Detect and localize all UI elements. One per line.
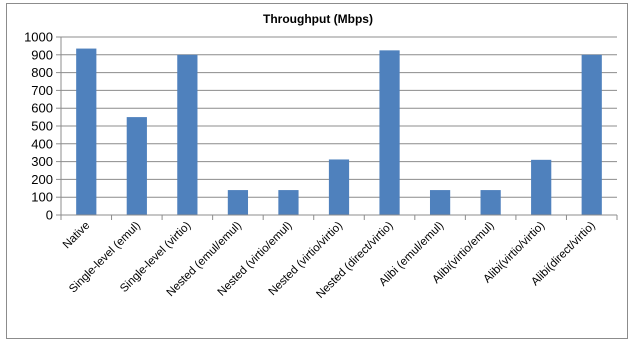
bar (379, 50, 399, 215)
y-tick-label: 100 (31, 190, 53, 205)
y-tick-label: 500 (31, 119, 53, 134)
y-tick-label: 1000 (24, 30, 53, 45)
y-tick-label: 200 (31, 172, 53, 187)
chart-frame: Throughput (Mbps) 0 100 200 300 400 500 600 700… (6, 3, 628, 339)
bar (228, 190, 248, 215)
bar (177, 55, 197, 215)
y-tick-label: 300 (31, 154, 53, 169)
bar (430, 190, 450, 215)
y-tick-labels: 0 100 200 300 400 500 600 700 800 900 1000 (24, 30, 53, 223)
y-tick-label: 900 (31, 47, 53, 62)
y-tick-label: 600 (31, 101, 53, 116)
bars (76, 49, 602, 215)
bar (329, 159, 349, 215)
bar-chart: Throughput (Mbps) 0 100 200 300 400 500 600 700… (7, 4, 629, 340)
bar (76, 49, 96, 215)
y-tick-label: 700 (31, 83, 53, 98)
y-tick-label: 0 (46, 208, 53, 223)
bar (127, 117, 147, 215)
x-tick-labels: NativeSingle-level (emul)Single-level (v… (61, 220, 598, 301)
bar (531, 160, 551, 215)
chart-title: Throughput (Mbps) (263, 12, 373, 26)
bar (582, 55, 602, 215)
x-category-label: Native (61, 220, 93, 252)
y-tick-label: 800 (31, 65, 53, 80)
bar (278, 190, 298, 215)
bar (481, 190, 501, 215)
y-tick-label: 400 (31, 136, 53, 151)
